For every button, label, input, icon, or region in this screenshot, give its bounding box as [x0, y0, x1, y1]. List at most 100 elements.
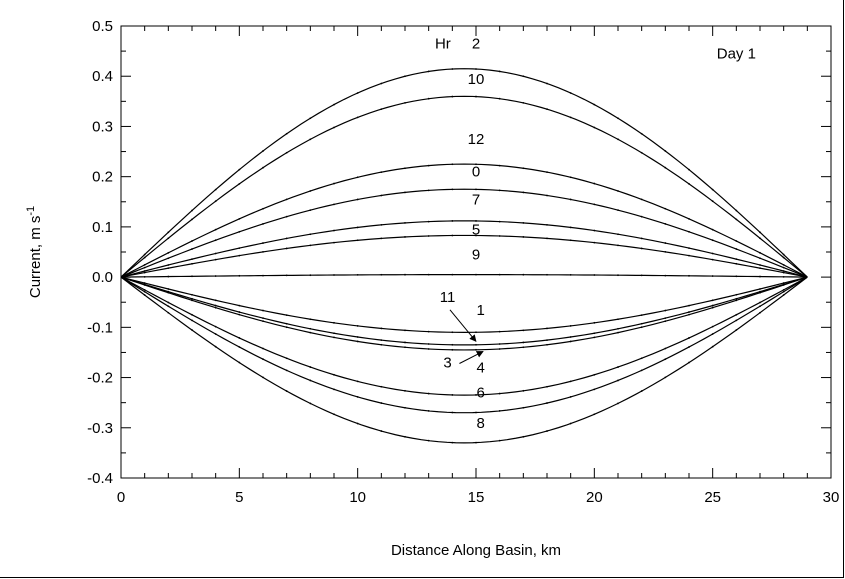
series-point-hr-7 — [380, 194, 383, 197]
series-point-hr-2 — [475, 68, 477, 70]
series-point-hr-8 — [617, 402, 619, 405]
series-point-hr-6 — [451, 411, 454, 414]
series-point-hr-4 — [214, 325, 217, 328]
series-point-hr-0 — [451, 163, 454, 166]
series-point-hr-8 — [238, 361, 241, 364]
series-point-hr-8 — [427, 439, 430, 442]
series-point-hr-9 — [522, 236, 525, 238]
series-point-hr-4 — [475, 394, 477, 396]
series-point-hr-7 — [617, 209, 619, 212]
series-point-hr-8 — [333, 413, 335, 416]
series-point-hr-12 — [759, 275, 761, 278]
curve-label: 0 — [472, 164, 480, 181]
x-tick-label: 15 — [468, 489, 485, 506]
series-point-hr-8 — [522, 435, 525, 438]
series-point-hr-5 — [380, 223, 383, 226]
series-point-hr-4 — [759, 301, 761, 304]
series-point-hr-0 — [664, 207, 667, 210]
series-point-hr-5 — [475, 220, 477, 222]
series-point-hr-7 — [593, 203, 596, 206]
series-point-hr-12 — [285, 274, 288, 277]
series-point-hr-4 — [546, 385, 548, 388]
series-point-hr-2 — [664, 150, 667, 152]
series-point-hr-12 — [238, 274, 241, 277]
series-point-hr-4 — [333, 373, 335, 376]
series-point-hr-12 — [309, 274, 312, 277]
series-point-hr-7 — [356, 198, 359, 201]
series-point-hr-10 — [262, 166, 264, 169]
series-point-hr-5 — [498, 220, 501, 223]
series-point-hr-4 — [735, 313, 738, 316]
series-point-hr-10 — [664, 166, 667, 169]
series-point-hr-7 — [546, 194, 548, 197]
series-point-hr-9 — [688, 254, 690, 257]
series-point-hr-12 — [404, 273, 406, 276]
series-point-hr-12 — [356, 273, 359, 276]
series-point-hr-7 — [688, 230, 690, 233]
series-point-hr-5 — [309, 233, 312, 236]
curve-label: Day 1 — [717, 46, 756, 63]
series-point-hr-10 — [333, 126, 335, 129]
series-point-hr-0 — [498, 164, 501, 167]
series-line-hr-0 — [120, 163, 808, 278]
series-point-hr-8 — [664, 376, 667, 379]
x-tick-label: 25 — [704, 489, 721, 506]
series-point-hr-10 — [285, 151, 288, 154]
series-point-hr-0 — [735, 240, 738, 242]
series-point-hr-0 — [214, 228, 217, 231]
series-point-hr-6 — [617, 379, 619, 382]
series-point-hr-7 — [759, 257, 761, 260]
series-point-hr-7 — [167, 257, 170, 260]
series-point-hr-9 — [617, 244, 619, 247]
series-point-hr-9 — [356, 239, 359, 242]
series-point-hr-6 — [404, 406, 406, 409]
series-point-hr-6 — [711, 333, 714, 335]
series-point-hr-12 — [143, 275, 146, 278]
series-point-hr-10 — [782, 256, 785, 259]
series-point-hr-10 — [498, 97, 501, 100]
series-point-hr-6 — [522, 406, 525, 409]
series-point-hr-9 — [404, 236, 406, 238]
series-point-hr-11 — [498, 343, 501, 345]
series-point-hr-3 — [191, 299, 193, 302]
y-tick-label: -0.4 — [87, 470, 113, 487]
y-axis-title-main: Current, m s — [27, 216, 44, 299]
series-point-hr-8 — [167, 311, 170, 314]
series-point-hr-0 — [167, 251, 170, 254]
series-point-hr-2 — [309, 117, 312, 120]
series-point-hr-12 — [522, 273, 525, 276]
series-point-hr-5 — [356, 226, 359, 229]
x-tick-label: 0 — [117, 489, 125, 506]
series-point-hr-2 — [404, 75, 406, 78]
series-point-hr-10 — [546, 108, 548, 111]
series-point-hr-12 — [262, 274, 264, 277]
series-point-hr-2 — [214, 188, 217, 191]
series-point-hr-0 — [711, 228, 714, 231]
curve-label: 9 — [472, 247, 480, 264]
series-point-hr-5 — [191, 258, 193, 261]
series-point-hr-9 — [191, 262, 193, 265]
series-point-hr-10 — [191, 218, 193, 221]
series-point-hr-9 — [167, 267, 170, 270]
y-tick-label: -0.1 — [87, 319, 113, 336]
series-point-hr-0 — [333, 182, 335, 185]
y-axis-title-superscript: -1 — [25, 206, 37, 216]
series-point-hr-10 — [640, 151, 643, 154]
series-point-hr-10 — [451, 95, 454, 98]
series-point-hr-2 — [569, 92, 572, 94]
series-point-hr-8 — [356, 422, 359, 425]
series-point-hr-6 — [688, 346, 690, 348]
series-point-hr-8 — [593, 413, 596, 416]
series-point-hr-1 — [759, 288, 761, 290]
series-point-hr-2 — [238, 168, 241, 171]
series-line-hr-1 — [120, 276, 808, 333]
series-point-hr-7 — [451, 188, 454, 191]
series-point-hr-3 — [617, 331, 619, 334]
series-point-hr-7 — [333, 203, 335, 206]
series-point-hr-5 — [214, 252, 217, 255]
curve-label: 2 — [472, 36, 480, 53]
curve-label: 11 — [440, 289, 456, 306]
series-point-hr-8 — [782, 294, 785, 296]
series-point-hr-2 — [356, 92, 359, 94]
